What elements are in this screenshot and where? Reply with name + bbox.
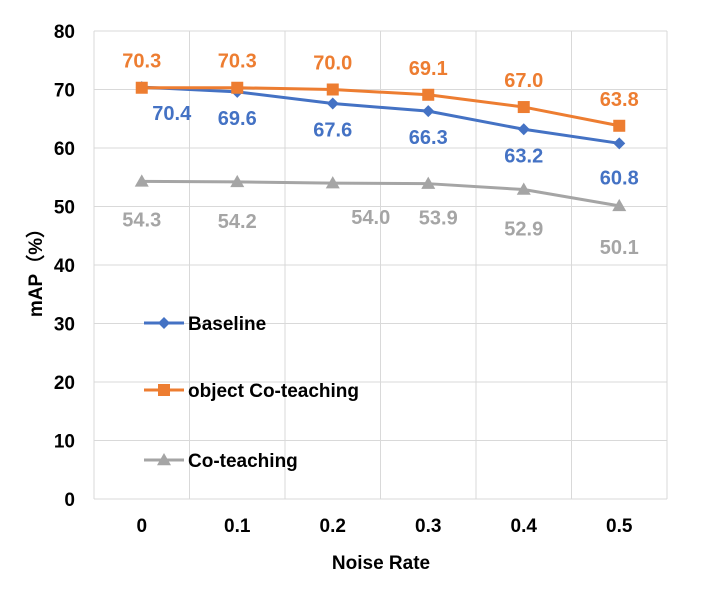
x-axis-ticks: 0 0.1 0.2 0.3 0.4 0.5 xyxy=(136,516,632,537)
y-tick-label: 80 xyxy=(54,22,75,43)
x-tick-label: 0.5 xyxy=(606,516,633,537)
data-point xyxy=(326,83,339,96)
data-label: 60.8 xyxy=(600,167,639,189)
data-point xyxy=(516,182,531,195)
gridlines xyxy=(93,30,668,500)
legend-item-2: Co-teaching xyxy=(144,451,298,472)
data-point xyxy=(613,137,626,150)
y-axis-title: mAP（%） xyxy=(24,219,47,317)
data-point xyxy=(325,176,340,189)
data-label: 54.0 xyxy=(351,207,390,229)
data-point xyxy=(517,101,530,114)
legend-label: Co-teaching xyxy=(188,451,298,472)
legend-label: Baseline xyxy=(188,314,266,335)
data-label: 69.6 xyxy=(218,108,257,130)
series-line-1 xyxy=(141,86,620,128)
data-point xyxy=(134,174,149,187)
y-tick-label: 0 xyxy=(64,490,75,511)
data-point xyxy=(230,174,245,188)
y-tick-label: 50 xyxy=(54,198,75,219)
data-label: 70.0 xyxy=(313,53,352,75)
y-tick-label: 10 xyxy=(54,432,75,453)
data-point xyxy=(326,97,339,110)
series-group xyxy=(134,81,627,212)
data-label: 70.4 xyxy=(152,103,192,125)
legend-marker xyxy=(157,453,171,466)
y-tick-label: 40 xyxy=(54,256,75,277)
data-label: 63.2 xyxy=(504,145,543,167)
data-point xyxy=(517,123,530,136)
x-tick-label: 0.1 xyxy=(224,516,251,537)
data-label: 67.6 xyxy=(313,120,352,142)
x-tick-label: 0.4 xyxy=(511,516,538,537)
y-tick-label: 60 xyxy=(54,139,75,160)
legend: Baseline object Co-teaching Co-teaching xyxy=(144,314,359,472)
y-tick-label: 30 xyxy=(54,315,75,336)
data-point xyxy=(135,81,148,94)
data-point xyxy=(613,119,626,132)
legend-label: object Co-teaching xyxy=(188,381,359,402)
data-point xyxy=(231,81,244,94)
data-label: 53.9 xyxy=(419,208,458,230)
data-label: 52.9 xyxy=(504,219,543,241)
data-point xyxy=(612,198,627,212)
data-label: 50.1 xyxy=(600,237,639,259)
y-axis-ticks: 0 10 20 30 40 50 60 70 80 xyxy=(54,22,75,511)
data-label: 69.1 xyxy=(409,58,448,80)
series-line-0 xyxy=(141,85,620,145)
data-label: 54.3 xyxy=(122,209,161,231)
x-axis-title: Noise Rate xyxy=(332,553,430,574)
data-labels: 70.4 69.6 67.6 66.3 63.2 60.8 70.3 70.3 70.0 69.1… xyxy=(122,51,638,259)
y-tick-label: 70 xyxy=(54,81,75,102)
x-tick-label: 0.2 xyxy=(320,516,346,537)
legend-item-0: Baseline xyxy=(144,314,266,335)
x-tick-label: 0 xyxy=(136,516,147,537)
data-point xyxy=(422,105,435,118)
data-label: 66.3 xyxy=(409,127,448,149)
data-point xyxy=(421,176,436,189)
legend-marker xyxy=(158,317,170,329)
data-label: 63.8 xyxy=(600,89,639,111)
legend-item-1: object Co-teaching xyxy=(144,381,359,402)
data-label: 70.3 xyxy=(122,51,161,73)
legend-marker xyxy=(158,384,170,396)
data-label: 70.3 xyxy=(218,51,257,73)
data-label: 67.0 xyxy=(504,70,543,92)
x-tick-label: 0.3 xyxy=(415,516,441,537)
data-label: 54.2 xyxy=(218,211,257,233)
y-tick-label: 20 xyxy=(54,373,75,394)
series-line-2 xyxy=(141,179,620,208)
data-point xyxy=(422,88,435,101)
